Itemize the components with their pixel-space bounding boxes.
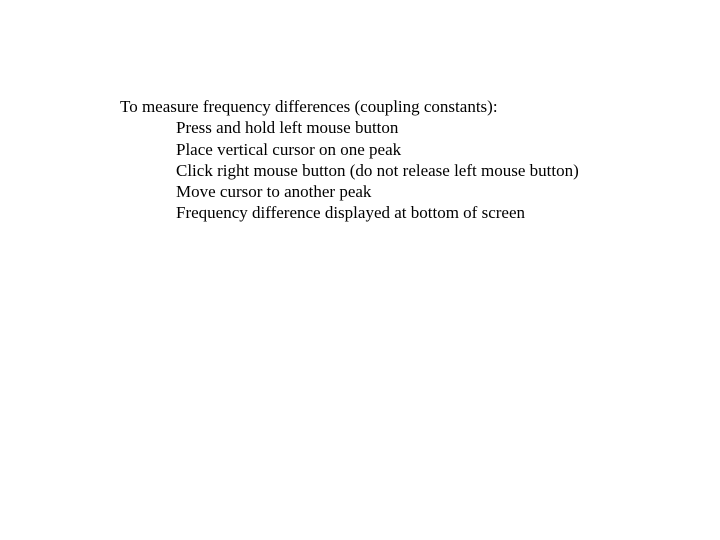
instruction-step: Place vertical cursor on one peak bbox=[176, 139, 720, 160]
instruction-step: Click right mouse button (do not release… bbox=[176, 160, 720, 181]
document-body: To measure frequency differences (coupli… bbox=[0, 0, 720, 224]
instruction-heading: To measure frequency differences (coupli… bbox=[120, 96, 720, 117]
instruction-steps: Press and hold left mouse button Place v… bbox=[120, 117, 720, 223]
instruction-step: Press and hold left mouse button bbox=[176, 117, 720, 138]
instruction-step: Move cursor to another peak bbox=[176, 181, 720, 202]
instruction-step: Frequency difference displayed at bottom… bbox=[176, 202, 720, 223]
